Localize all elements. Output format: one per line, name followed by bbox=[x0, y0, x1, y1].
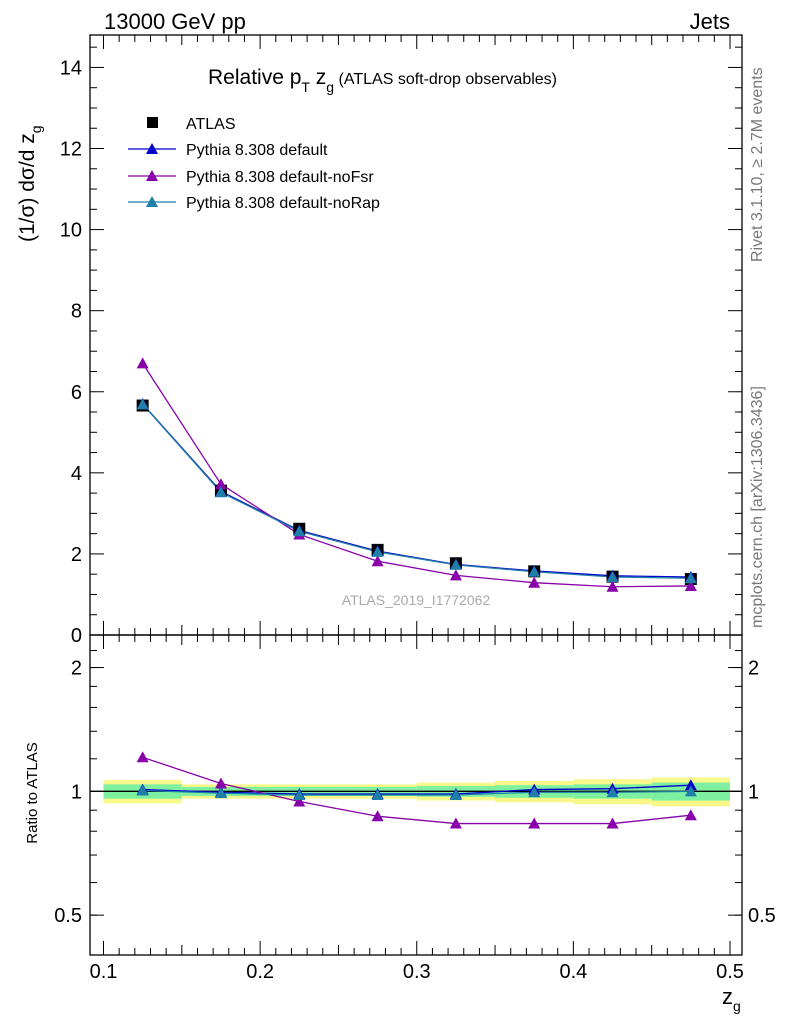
legend-label-norap: Pythia 8.308 default-noRap bbox=[186, 195, 380, 212]
ratio-series-marker bbox=[684, 809, 697, 821]
ratio-y-axis-label: Ratio to ATLAS bbox=[24, 742, 41, 843]
legend-label-nofsr: Pythia 8.308 default-noFsr bbox=[186, 169, 374, 186]
ratio-series-marker bbox=[214, 777, 227, 789]
main-y-axis-label: (1/σ) dσ/d zg bbox=[16, 125, 44, 242]
ratio-series-marker bbox=[371, 810, 384, 822]
ratio-y-tick-label-left: 2 bbox=[71, 658, 82, 680]
main-plot-title: Relative pT zg (ATLAS soft-drop observab… bbox=[208, 66, 557, 95]
ratio-series-marker bbox=[293, 788, 306, 800]
main-y-tick-label: 6 bbox=[71, 382, 82, 404]
ratio-plot-frame bbox=[89, 634, 743, 956]
legend-label-atlas: ATLAS bbox=[186, 116, 236, 133]
main-y-tick-label: 0 bbox=[71, 625, 82, 647]
ratio-series-marker bbox=[528, 817, 541, 829]
ratio-y-tick-label-right: 1 bbox=[748, 781, 759, 803]
legend-label-default: Pythia 8.308 default bbox=[186, 142, 328, 159]
ratio-series-marker bbox=[214, 787, 227, 799]
ratio-series-marker bbox=[684, 785, 697, 797]
ratio-series-line bbox=[142, 756, 691, 825]
main-series-marker bbox=[371, 555, 384, 567]
main-y-tick-label: 2 bbox=[71, 544, 82, 566]
x-tick-label: 0.1 bbox=[90, 961, 118, 983]
legend: ATLAS Pythia 8.308 default Pythia 8.308 … bbox=[128, 116, 380, 212]
legend-marker-default bbox=[146, 143, 158, 154]
header-left: 13000 GeV pp bbox=[104, 9, 246, 34]
ratio-series-marker bbox=[528, 786, 541, 798]
ratio-series-marker bbox=[606, 786, 619, 798]
main-series-marker bbox=[449, 569, 462, 581]
main-series-marker bbox=[528, 576, 541, 588]
header-right: Jets bbox=[690, 9, 730, 34]
ratio-y-tick-label-right: 0.5 bbox=[748, 905, 776, 927]
main-series-marker bbox=[528, 565, 541, 577]
ratio-series-marker bbox=[293, 795, 306, 807]
legend-marker-atlas bbox=[147, 117, 158, 128]
ratio-series-marker bbox=[136, 784, 149, 796]
ratio-series-marker bbox=[606, 817, 619, 829]
main-series-marker bbox=[214, 486, 227, 498]
x-tick-label: 0.3 bbox=[403, 961, 431, 983]
x-axis-label: zg bbox=[722, 984, 741, 1014]
main-series-marker bbox=[214, 478, 227, 490]
main-y-tick-label: 8 bbox=[71, 301, 82, 323]
x-tick-label: 0.5 bbox=[716, 961, 744, 983]
side-text-rivet: Rivet 3.1.10, ≥ 2.7M events bbox=[749, 67, 766, 262]
side-text-mcplots: mcplots.cern.ch [arXiv:1306.3436] bbox=[749, 386, 766, 628]
main-series-marker bbox=[684, 572, 697, 584]
main-y-tick-label: 10 bbox=[60, 220, 82, 242]
main-y-tick-label: 4 bbox=[71, 463, 82, 485]
analysis-watermark: ATLAS_2019_I1772062 bbox=[342, 592, 491, 608]
main-series-line bbox=[142, 403, 691, 579]
ratio-series-marker bbox=[684, 779, 697, 791]
main-series-marker bbox=[606, 571, 619, 583]
legend-marker-nofsr bbox=[146, 170, 158, 181]
ratio-y-tick-label-left: 0.5 bbox=[54, 905, 82, 927]
main-y-tick-label: 14 bbox=[60, 57, 82, 79]
ratio-y-tick-label-right: 2 bbox=[748, 658, 759, 680]
ratio-series-marker bbox=[449, 788, 462, 800]
main-series-marker bbox=[449, 558, 462, 570]
main-series-line bbox=[142, 363, 691, 588]
ratio-series-line bbox=[142, 789, 691, 796]
legend-marker-norap bbox=[146, 196, 158, 207]
ratio-series-marker bbox=[371, 788, 384, 800]
x-tick-label: 0.2 bbox=[246, 961, 274, 983]
main-series-marker bbox=[606, 580, 619, 592]
main-series-marker bbox=[293, 525, 306, 537]
main-series-marker bbox=[684, 579, 697, 591]
main-y-tick-label: 12 bbox=[60, 139, 82, 161]
ratio-series-marker bbox=[449, 817, 462, 829]
ratio-series-marker bbox=[136, 751, 149, 763]
main-series-marker bbox=[371, 545, 384, 557]
x-tick-label: 0.4 bbox=[559, 961, 587, 983]
ratio-y-tick-label-left: 1 bbox=[71, 781, 82, 803]
main-series-marker bbox=[136, 398, 149, 410]
ratio-series-line bbox=[142, 784, 691, 795]
main-series-marker bbox=[136, 357, 149, 369]
